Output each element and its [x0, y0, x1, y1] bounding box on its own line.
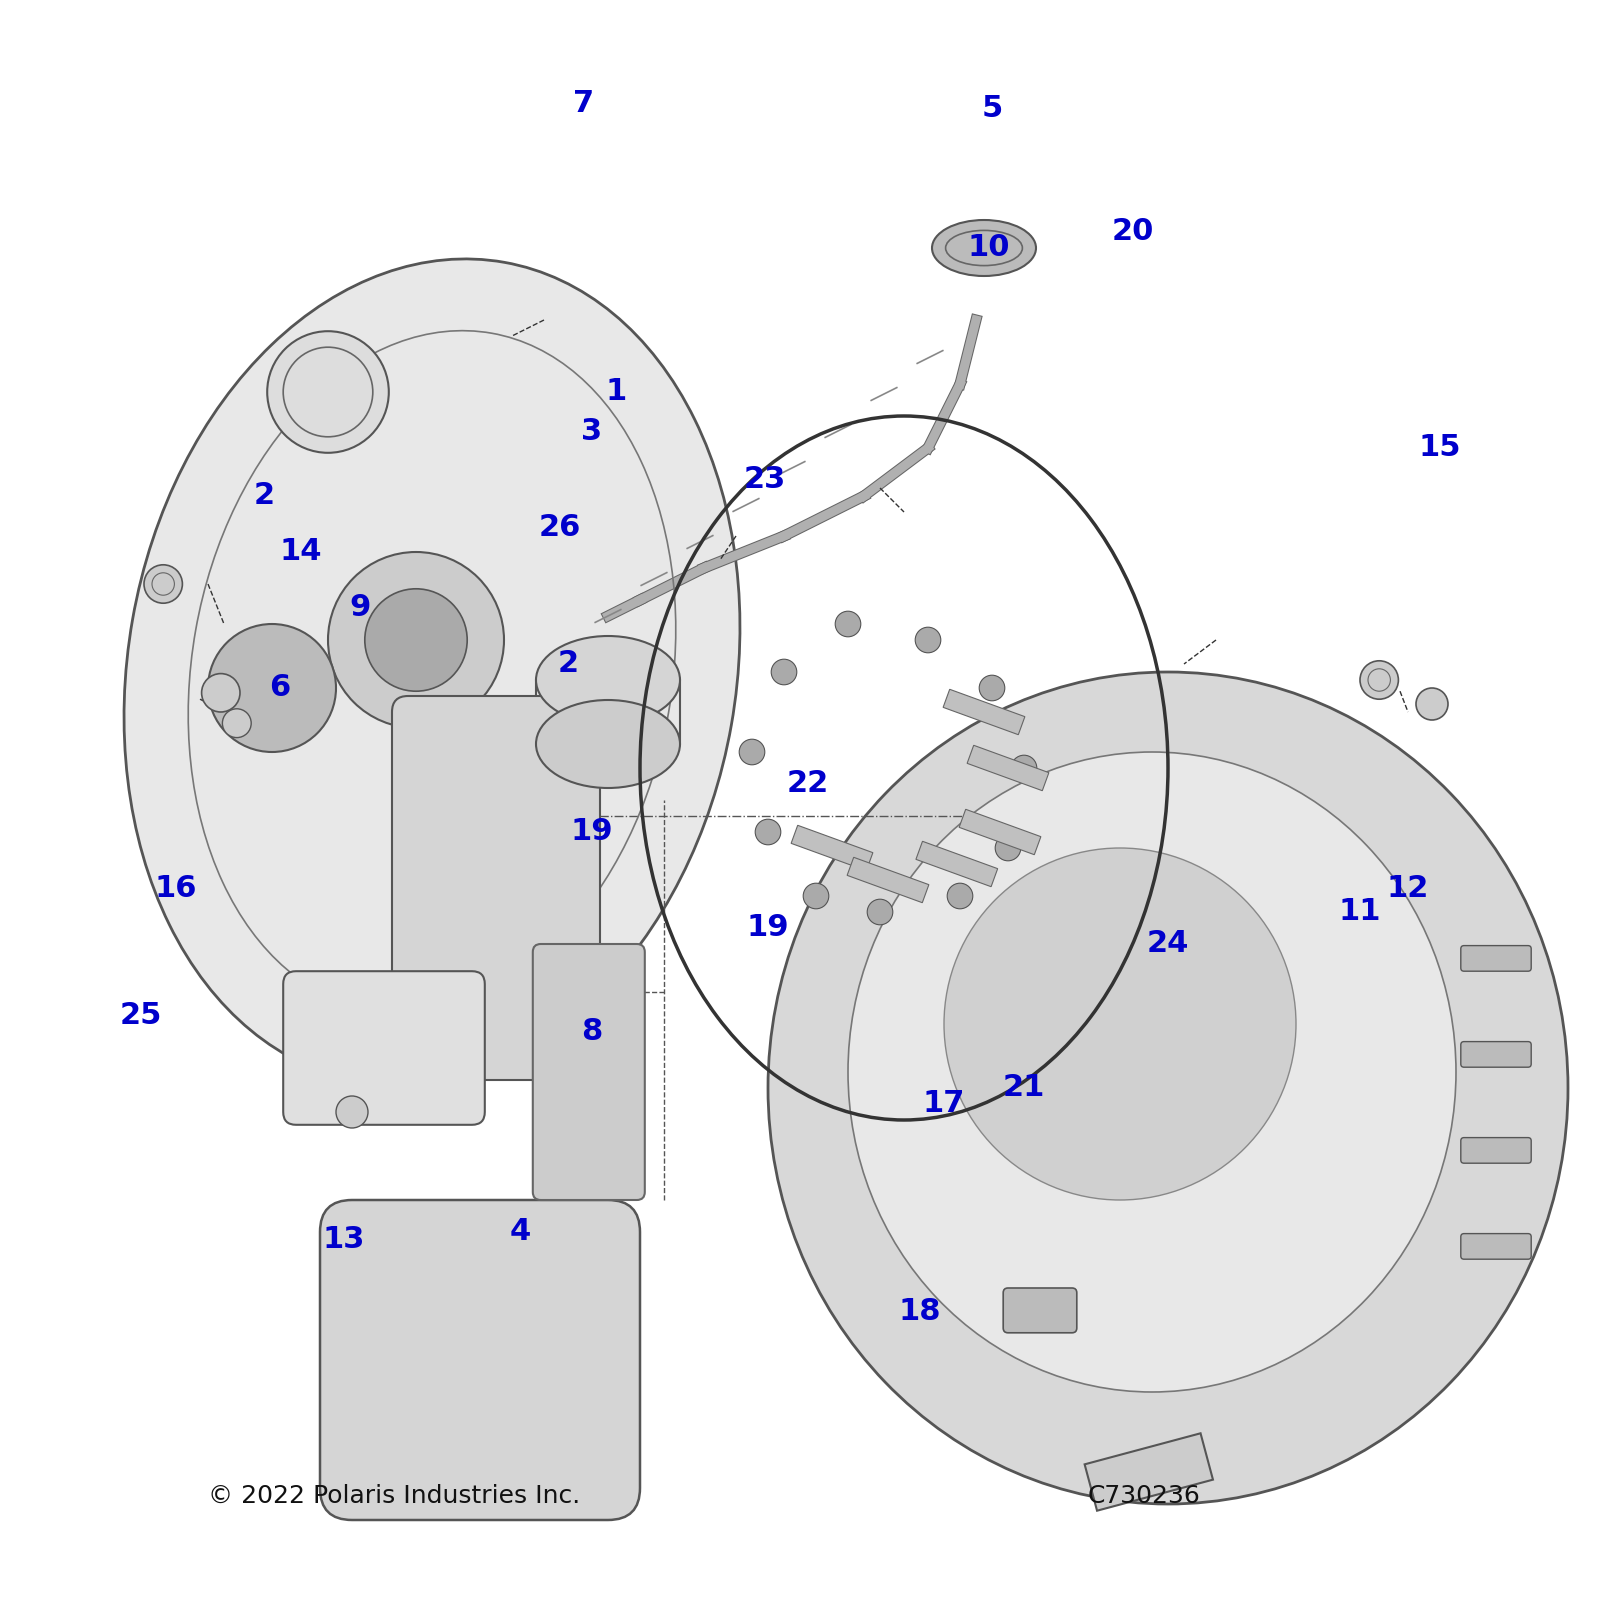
- Polygon shape: [958, 810, 1042, 854]
- Circle shape: [208, 624, 336, 752]
- Circle shape: [739, 739, 765, 765]
- FancyBboxPatch shape: [1003, 1288, 1077, 1333]
- Text: 19: 19: [571, 818, 613, 846]
- Text: 8: 8: [581, 1018, 603, 1046]
- Ellipse shape: [536, 637, 680, 723]
- Text: 13: 13: [323, 1226, 365, 1254]
- Circle shape: [144, 565, 182, 603]
- Circle shape: [771, 659, 797, 685]
- Text: 19: 19: [747, 914, 789, 942]
- Text: 24: 24: [1147, 930, 1189, 958]
- Circle shape: [803, 883, 829, 909]
- Text: 2: 2: [253, 482, 275, 510]
- Circle shape: [835, 611, 861, 637]
- Text: 18: 18: [899, 1298, 941, 1326]
- Circle shape: [995, 835, 1021, 861]
- Polygon shape: [846, 858, 930, 902]
- Text: 11: 11: [1339, 898, 1381, 926]
- Text: 1: 1: [605, 378, 627, 406]
- Text: 3: 3: [581, 418, 603, 446]
- Circle shape: [1416, 688, 1448, 720]
- Circle shape: [267, 331, 389, 453]
- Text: 5: 5: [981, 94, 1003, 123]
- Text: 26: 26: [539, 514, 581, 542]
- FancyBboxPatch shape: [533, 944, 645, 1200]
- FancyBboxPatch shape: [392, 696, 600, 1080]
- Text: 21: 21: [1003, 1074, 1045, 1102]
- FancyBboxPatch shape: [283, 971, 485, 1125]
- Polygon shape: [942, 690, 1026, 734]
- Text: C730236: C730236: [1088, 1485, 1202, 1507]
- Circle shape: [755, 819, 781, 845]
- Text: 17: 17: [923, 1090, 965, 1118]
- Polygon shape: [966, 746, 1050, 790]
- Circle shape: [328, 552, 504, 728]
- Text: 16: 16: [155, 874, 197, 902]
- FancyBboxPatch shape: [1461, 946, 1531, 971]
- Text: 2: 2: [557, 650, 579, 678]
- FancyBboxPatch shape: [1461, 1042, 1531, 1067]
- Circle shape: [202, 674, 240, 712]
- Text: 23: 23: [744, 466, 786, 494]
- Text: 4: 4: [509, 1218, 531, 1246]
- Circle shape: [365, 589, 467, 691]
- Circle shape: [979, 675, 1005, 701]
- Text: 25: 25: [120, 1002, 162, 1030]
- Text: 6: 6: [269, 674, 291, 702]
- Circle shape: [1360, 661, 1398, 699]
- FancyBboxPatch shape: [1461, 1234, 1531, 1259]
- Text: 22: 22: [787, 770, 829, 798]
- Text: 9: 9: [349, 594, 371, 622]
- Text: 7: 7: [573, 90, 595, 118]
- Ellipse shape: [848, 752, 1456, 1392]
- Text: 20: 20: [1112, 218, 1154, 246]
- Circle shape: [336, 1096, 368, 1128]
- Circle shape: [1011, 755, 1037, 781]
- Polygon shape: [915, 842, 998, 886]
- Circle shape: [222, 709, 251, 738]
- Ellipse shape: [931, 219, 1037, 275]
- Text: 12: 12: [1387, 874, 1429, 902]
- Text: 10: 10: [968, 234, 1010, 262]
- FancyBboxPatch shape: [1461, 1138, 1531, 1163]
- Circle shape: [947, 883, 973, 909]
- Text: © 2022 Polaris Industries Inc.: © 2022 Polaris Industries Inc.: [208, 1485, 581, 1507]
- Ellipse shape: [536, 701, 680, 787]
- Circle shape: [915, 627, 941, 653]
- Polygon shape: [1085, 1434, 1213, 1510]
- Text: 15: 15: [1419, 434, 1461, 462]
- FancyBboxPatch shape: [320, 1200, 640, 1520]
- Polygon shape: [790, 826, 874, 870]
- Circle shape: [867, 899, 893, 925]
- Ellipse shape: [768, 672, 1568, 1504]
- Text: 14: 14: [280, 538, 322, 566]
- Ellipse shape: [944, 848, 1296, 1200]
- Ellipse shape: [125, 259, 739, 1085]
